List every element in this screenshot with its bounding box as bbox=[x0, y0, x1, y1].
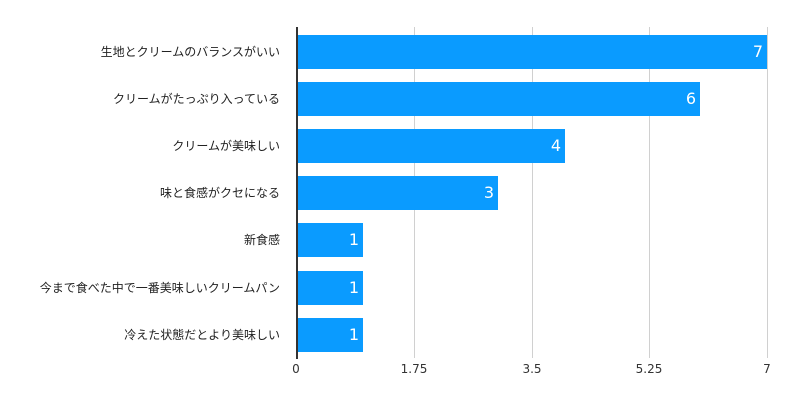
x-tick-label: 3.5 bbox=[522, 362, 542, 376]
bar: 3 bbox=[298, 176, 498, 210]
x-tick-label: 5.25 bbox=[635, 362, 663, 376]
gridline-3-5 bbox=[532, 27, 533, 358]
category-label: 生地とクリームのバランスがいい bbox=[100, 45, 280, 59]
x-tick-label: 1.75 bbox=[400, 362, 428, 376]
bar: 6 bbox=[298, 82, 700, 116]
bar-value-label: 1 bbox=[348, 230, 359, 249]
bar-value-label: 7 bbox=[752, 42, 763, 61]
bar-value-label: 6 bbox=[685, 89, 696, 108]
category-label: 冷えた状態だとより美味しい bbox=[124, 328, 280, 342]
x-tick-label: 0 bbox=[292, 362, 300, 376]
bar: 4 bbox=[298, 129, 565, 163]
gridline-5-25 bbox=[649, 27, 650, 358]
bar-value-label: 3 bbox=[483, 183, 494, 202]
category-label: 味と食感がクセになる bbox=[159, 186, 280, 200]
bar: 1 bbox=[298, 271, 363, 305]
category-label: クリームが美味しい bbox=[172, 139, 280, 153]
bar: 7 bbox=[298, 35, 767, 69]
bar: 1 bbox=[298, 318, 363, 352]
x-tick-label: 7 bbox=[763, 362, 771, 376]
bar-value-label: 1 bbox=[348, 278, 359, 297]
category-label: 新食感 bbox=[243, 233, 280, 247]
category-label: 今まで食べた中で一番美味しいクリームパン bbox=[39, 281, 280, 295]
bar-value-label: 1 bbox=[348, 325, 359, 344]
y-axis-line bbox=[296, 27, 298, 359]
gridline-7 bbox=[767, 27, 768, 358]
category-label: クリームがたっぷり入っている bbox=[112, 92, 280, 106]
bar-value-label: 4 bbox=[550, 136, 561, 155]
bar: 1 bbox=[298, 223, 363, 257]
